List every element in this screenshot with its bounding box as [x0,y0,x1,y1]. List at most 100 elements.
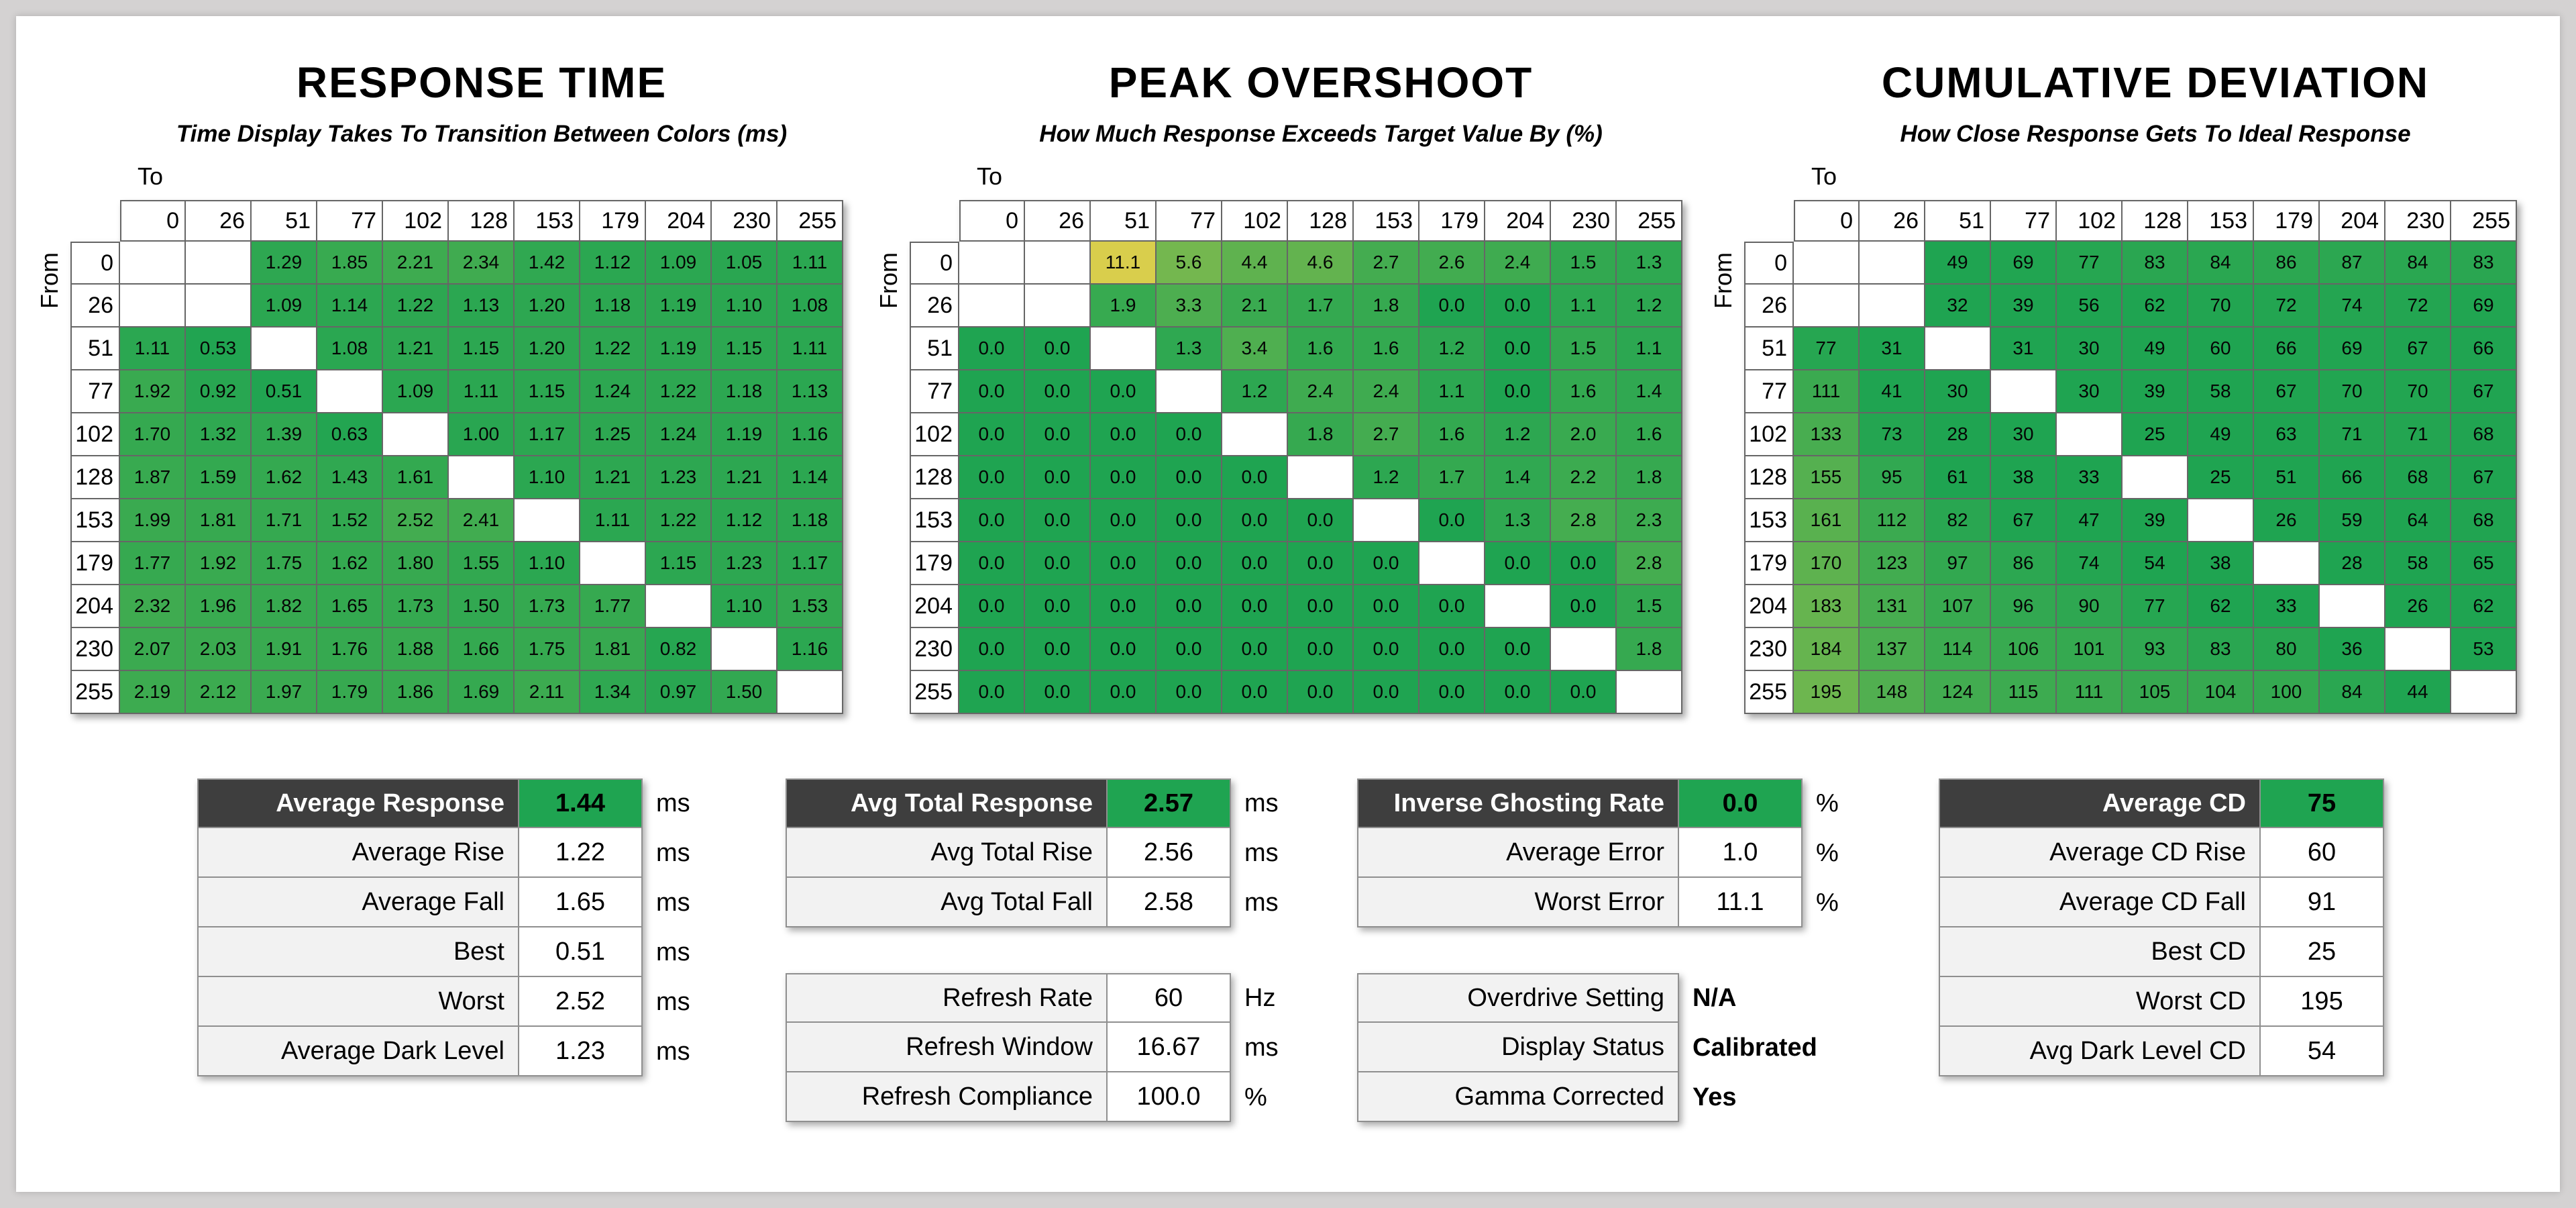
matrix-cell: 83 [2188,628,2254,671]
matrix-row: 128 1.87 1.59 1.62 1.43 1.61 1.10 1.21 1.23 1.21 1… [70,456,843,499]
matrix-cell: 66 [2320,456,2385,499]
matrix-cell: 131 [1860,585,1925,628]
matrix-row-header: 204 [910,585,959,628]
matrix-cell: 0.82 [646,628,712,671]
stat-unit: % [1816,888,1839,917]
stats-table: Inverse Ghosting Rate 0.0 Average Error 1.0… [1357,778,1803,927]
matrix-cell: 71 [2385,413,2451,456]
matrix-col-header: 255 [777,200,843,242]
matrix-row-header: 26 [910,285,959,328]
matrix-col-header: 26 [186,200,252,242]
matrix-cell: 1.18 [712,370,777,413]
matrix-cell: 2.8 [1551,499,1617,542]
stat-row: Overdrive Setting [1357,973,1679,1023]
matrix-row-header: 0 [70,242,120,285]
matrix-cell: 61 [1925,456,1991,499]
matrix-cell: 1.11 [449,370,515,413]
matrix-cell: 1.59 [186,456,252,499]
matrix-cell: 77 [2123,585,2188,628]
matrix-col-header: 77 [317,200,383,242]
matrix-cell: 1.10 [515,542,580,585]
matrix-cell: 1.16 [777,413,843,456]
matrix-cell: 1.9 [1091,285,1157,328]
matrix-cell: 26 [2385,585,2451,628]
stat-unit: ms [656,789,690,817]
matrix-cell: 2.07 [120,628,186,671]
matrix-row: 179 170 123 97 86 74 54 38 28 58 65 [1744,542,2517,585]
matrix-cell: 0.0 [959,585,1025,628]
matrix-cell [1354,499,1419,542]
matrix-cell: 0.0 [1025,370,1091,413]
matrix-row-header: 0 [1744,242,1794,285]
matrix-cell: 28 [2320,542,2385,585]
matrix-cell: 101 [2057,628,2123,671]
matrix-cell [1860,242,1925,285]
matrix-row: 153 0.0 0.0 0.0 0.0 0.0 0.0 0.0 1.3 2.8 2.3 [910,499,1682,542]
matrix-cell: 1.6 [1551,370,1617,413]
section-subtitle: How Much Response Exceeds Target Value B… [1039,121,1603,147]
matrix-cell: 53 [2451,628,2517,671]
matrix-row-header: 77 [910,370,959,413]
matrix-cell: 1.5 [1617,585,1682,628]
matrix-row: 230 184 137 114 106 101 93 83 80 36 53 [1744,628,2517,671]
matrix-row: 230 0.0 0.0 0.0 0.0 0.0 0.0 0.0 0.0 0.0 1.8 [910,628,1682,671]
stat-row: Avg Total Response 2.57 [786,778,1231,828]
matrix-row-header: 230 [1744,628,1794,671]
stats-table: Avg Total Response 2.57 Avg Total Rise 2.56… [786,778,1231,927]
matrix-cell: 2.7 [1354,242,1419,285]
matrix-cell: 1.15 [449,328,515,370]
matrix-cell: 183 [1794,585,1860,628]
matrix-cell: 1.3 [1157,328,1222,370]
matrix-cell: 62 [2451,585,2517,628]
section-response-time: RESPONSE TIME Time Display Takes To Tran… [36,54,843,725]
matrix-cell: 1.92 [120,370,186,413]
matrix-cell: 1.50 [449,585,515,628]
stat-value: 54 [2261,1027,2384,1076]
matrix-row-header: 51 [1744,328,1794,370]
stat-value: 1.65 [519,878,643,927]
matrix-row: 77 111 41 30 30 39 58 67 70 70 67 [1744,370,2517,413]
stat-value: 1.22 [519,828,643,878]
matrix-cell: 0.0 [1091,671,1157,714]
matrix-cell: 0.0 [1157,585,1222,628]
peak-overshoot-heatmap: 0 26 51 77 102 128 153 179 204 230 255 0 11.1 5.6 4.4 4… [910,200,1682,714]
matrix-row-header: 102 [70,413,120,456]
matrix-cell: 1.15 [646,542,712,585]
stat-value: 2.57 [1108,778,1231,828]
matrix-cell: 0.0 [1025,456,1091,499]
matrix-cell: 1.2 [1354,456,1419,499]
matrix-row-header: 26 [70,285,120,328]
matrix-cell: 26 [2254,499,2320,542]
to-axis-label: To [1811,162,1837,190]
matrix-cell: 83 [2451,242,2517,285]
matrix-cell: 11.1 [1091,242,1157,285]
matrix-cell: 0.0 [1288,499,1354,542]
stat-label: Worst [197,977,519,1027]
matrix-cell: 2.21 [383,242,449,285]
matrix-cell: 0.97 [646,671,712,714]
stat-value-plain: N/A [1693,983,1737,1012]
stat-label: Avg Total Fall [786,878,1108,927]
matrix-cell: 84 [2188,242,2254,285]
stats-side-column: %%% [1805,778,1839,927]
matrix-cell: 84 [2320,671,2385,714]
matrix-cell: 33 [2254,585,2320,628]
matrix-cell: 1.19 [646,285,712,328]
matrix-col-header: 230 [2385,200,2451,242]
matrix-cell: 1.12 [712,499,777,542]
matrix-row: 77 0.0 0.0 0.0 1.2 2.4 2.4 1.1 0.0 1.6 1.4 [910,370,1682,413]
matrix-cell: 1.8 [1288,413,1354,456]
matrix-row-header: 0 [910,242,959,285]
stat-unit: ms [656,938,690,966]
matrix-cell: 49 [2123,328,2188,370]
matrix-cell: 73 [1860,413,1925,456]
matrix-cell: 0.0 [1157,542,1222,585]
matrix-cell: 1.11 [580,499,646,542]
matrix-cell: 56 [2057,285,2123,328]
matrix-cell: 1.14 [777,456,843,499]
cumulative-deviation-heatmap: 0 26 51 77 102 128 153 179 204 230 255 0 49 69 77 83 84 8… [1744,200,2517,714]
matrix-cell: 0.0 [1551,585,1617,628]
matrix-cell: 68 [2451,499,2517,542]
matrix-cell: 0.0 [959,370,1025,413]
